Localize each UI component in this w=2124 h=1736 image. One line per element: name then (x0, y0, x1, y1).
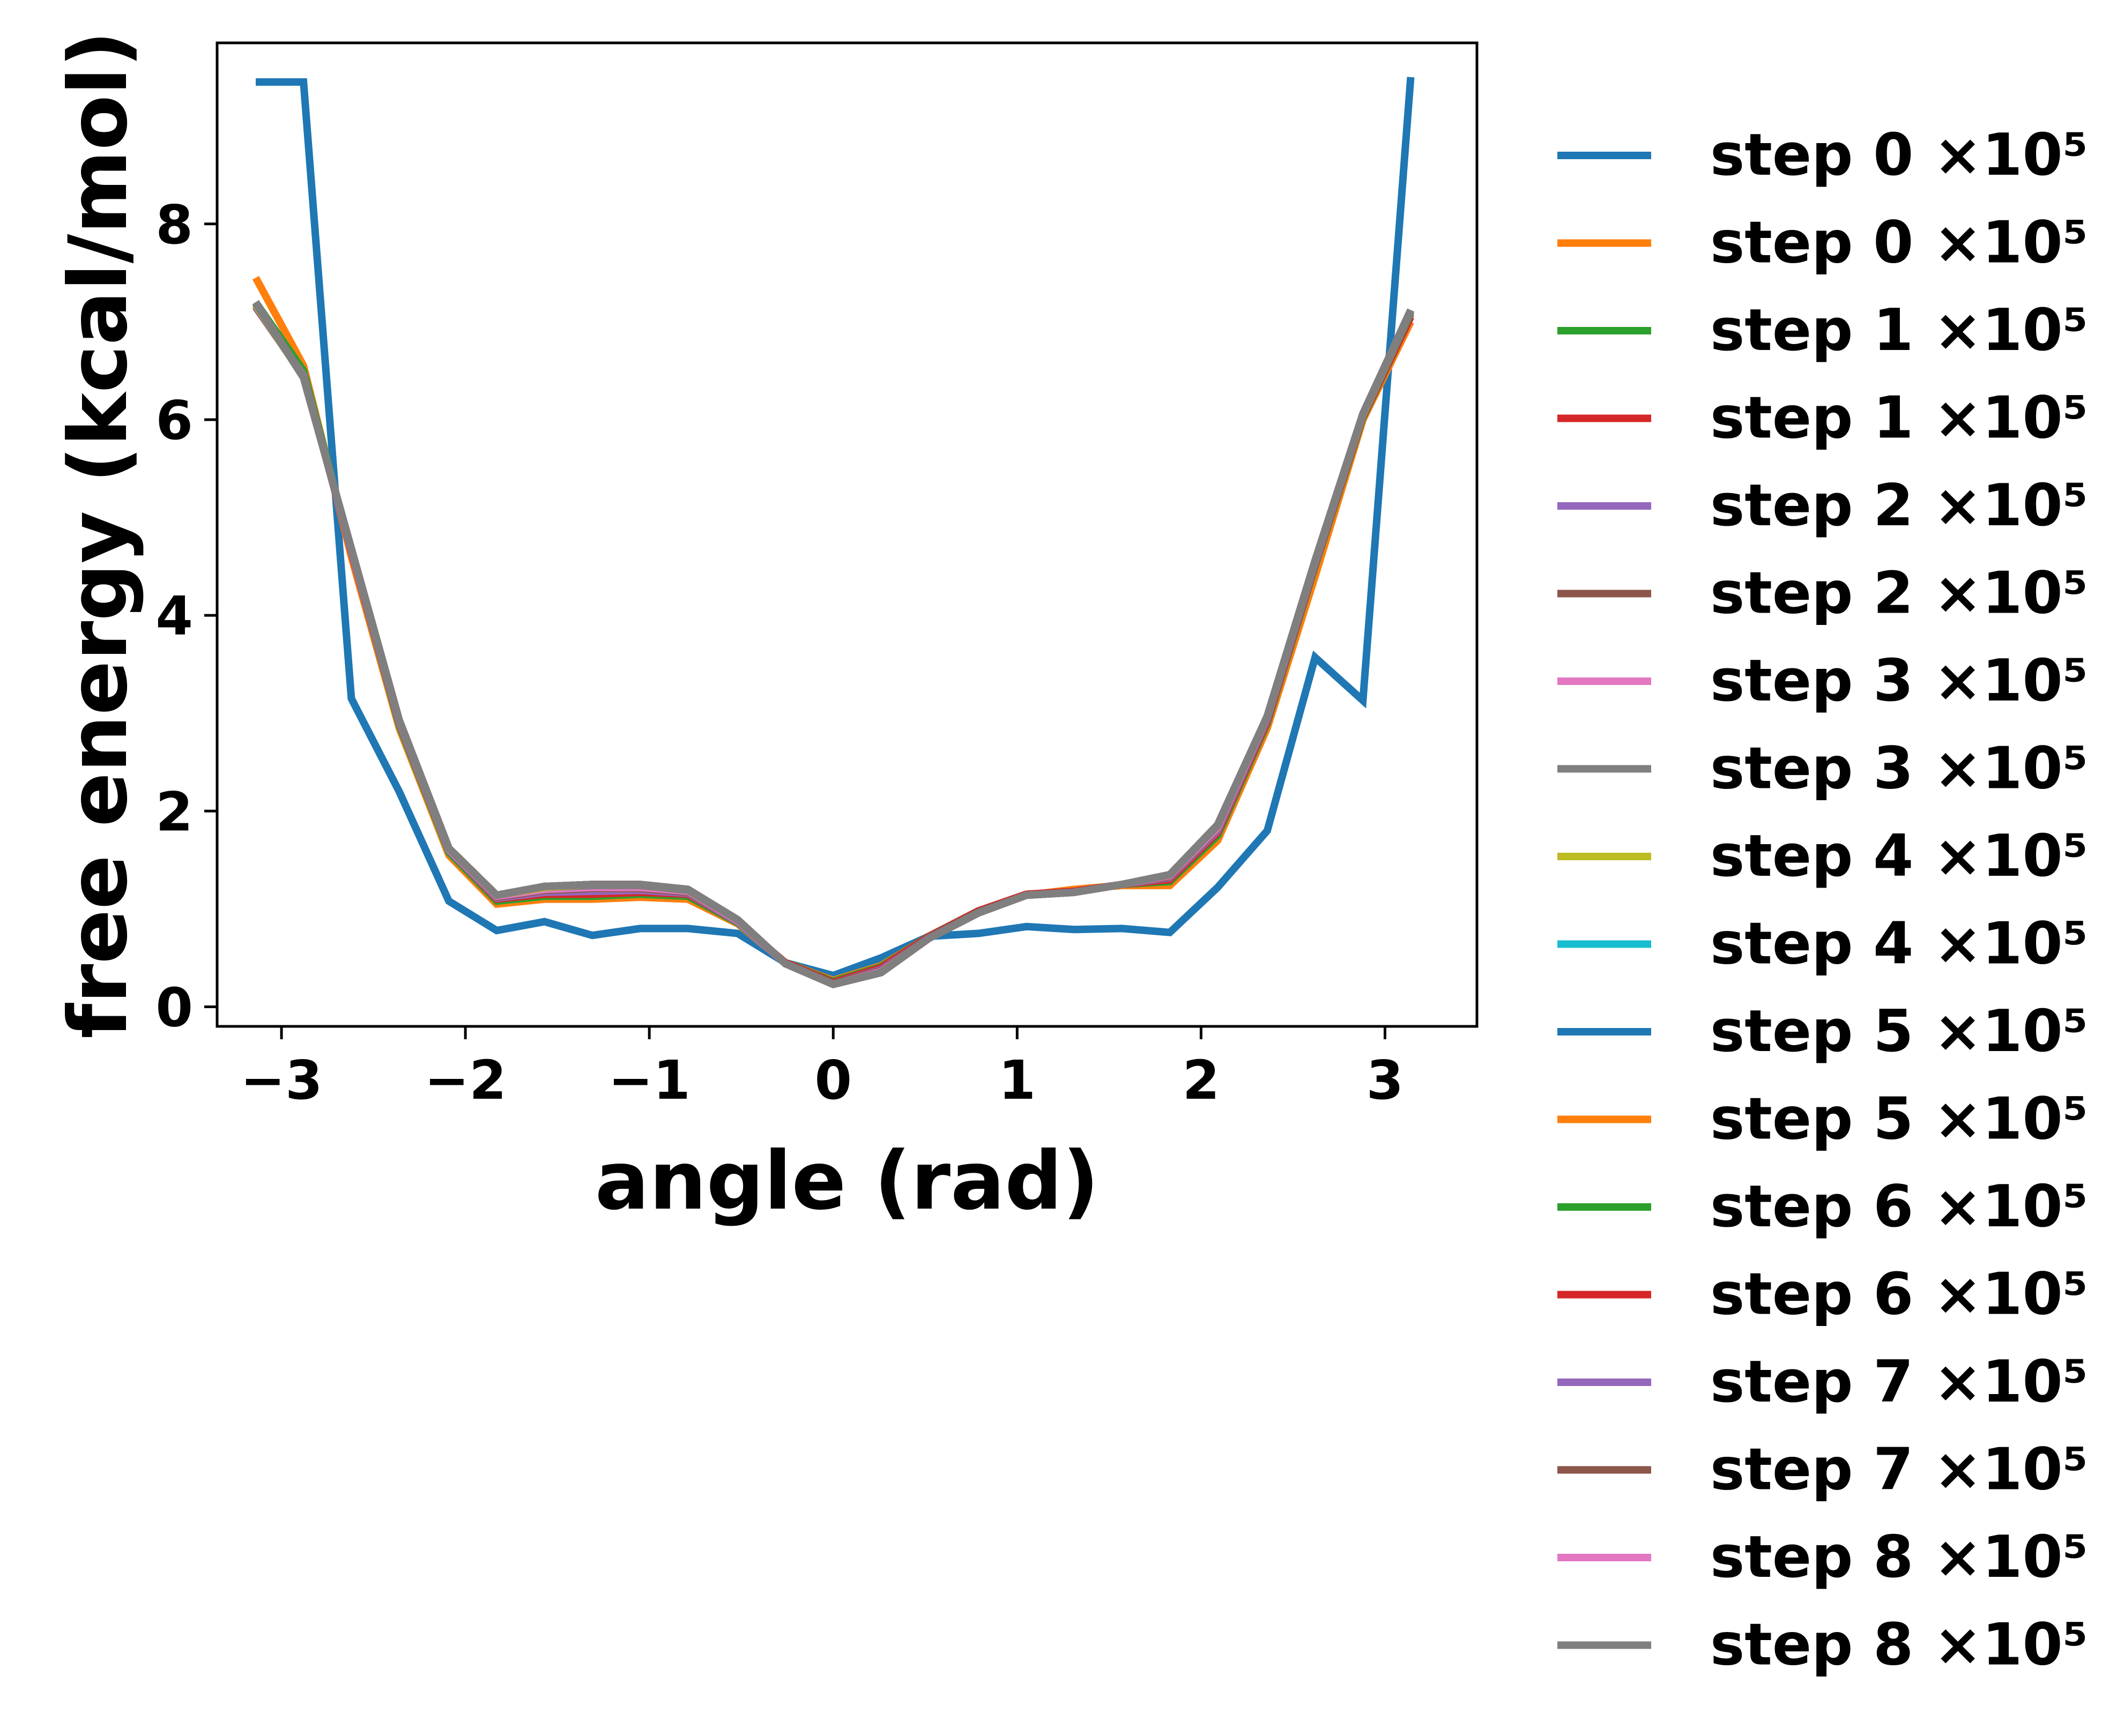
legend-item: step 2 ×10⁵ (1557, 560, 2088, 627)
legend-label: step 4 ×10⁵ (1710, 823, 2088, 890)
legend-label: step 7 ×10⁵ (1710, 1436, 2088, 1503)
legend-label: step 0 ×10⁵ (1710, 210, 2088, 277)
legend-item: step 1 ×10⁵ (1557, 385, 2088, 452)
series-line-18 (252, 300, 1414, 988)
x-tick-label: 3 (1367, 1049, 1404, 1112)
x-tick-label: −1 (608, 1049, 690, 1112)
x-tick-label: 0 (814, 1049, 852, 1112)
legend-item: step 6 ×10⁵ (1557, 1261, 2088, 1328)
legend-item: step 0 ×10⁵ (1557, 122, 2088, 189)
legend-item: step 6 ×10⁵ (1557, 1173, 2088, 1240)
legend-item: step 3 ×10⁵ (1557, 647, 2088, 714)
x-tick-label: 2 (1183, 1049, 1220, 1112)
series-line-1 (256, 77, 1415, 980)
y-tick-label: 0 (155, 976, 193, 1039)
legend-label: step 1 ×10⁵ (1710, 297, 2088, 364)
y-axis-ticks: 0 2 4 6 8 (155, 193, 217, 1039)
legend-item: step 3 ×10⁵ (1557, 735, 2088, 802)
x-tick-label: 1 (999, 1049, 1036, 1112)
y-tick-label: 2 (155, 780, 193, 843)
legend-label: step 5 ×10⁵ (1710, 998, 2088, 1065)
legend-label: step 5 ×10⁵ (1710, 1086, 2088, 1153)
legend-label: step 1 ×10⁵ (1710, 385, 2088, 452)
legend-label: step 2 ×10⁵ (1710, 560, 2088, 627)
legend-item: step 8 ×10⁵ (1557, 1524, 2088, 1591)
y-tick-label: 8 (155, 193, 193, 256)
legend-label: step 4 ×10⁵ (1710, 911, 2088, 978)
legend-item: step 7 ×10⁵ (1557, 1436, 2088, 1503)
legend-item: step 7 ×10⁵ (1557, 1348, 2088, 1415)
legend-label: step 8 ×10⁵ (1710, 1612, 2088, 1679)
y-tick-label: 4 (155, 585, 193, 647)
legend-item: step 8 ×10⁵ (1557, 1612, 2088, 1679)
x-tick-label: −3 (240, 1049, 322, 1112)
x-axis-label: angle (rad) (595, 1135, 1099, 1228)
legend-item: step 5 ×10⁵ (1557, 998, 2088, 1065)
plot-area-frame (216, 41, 1479, 1028)
legend-item: step 4 ×10⁵ (1557, 823, 2088, 890)
legend-label: step 3 ×10⁵ (1710, 735, 2088, 802)
y-tick-label: 6 (155, 389, 193, 452)
legend-label: step 8 ×10⁵ (1710, 1524, 2088, 1591)
x-tick-label: −2 (424, 1049, 506, 1112)
legend-label: step 7 ×10⁵ (1710, 1348, 2088, 1415)
series-layer (252, 77, 1415, 988)
legend-label: step 0 ×10⁵ (1710, 122, 2088, 189)
legend-label: step 6 ×10⁵ (1710, 1173, 2088, 1240)
legend-item: step 0 ×10⁵ (1557, 210, 2088, 277)
legend-label: step 2 ×10⁵ (1710, 472, 2088, 539)
legend-item: step 5 ×10⁵ (1557, 1086, 2088, 1153)
legend-label: step 6 ×10⁵ (1710, 1261, 2088, 1328)
x-axis-ticks: −3 −2 −1 0 1 2 3 (240, 1026, 1403, 1112)
legend: step 0 ×10⁵ step 0 ×10⁵ step 1 ×10⁵ step 1 … (1557, 122, 2088, 1679)
legend-label: step 3 ×10⁵ (1710, 647, 2088, 714)
legend-item: step 1 ×10⁵ (1557, 297, 2088, 364)
y-axis-label: free energy (kcal/mol) (52, 31, 145, 1039)
legend-item: step 4 ×10⁵ (1557, 911, 2088, 978)
legend-item: step 2 ×10⁵ (1557, 472, 2088, 539)
